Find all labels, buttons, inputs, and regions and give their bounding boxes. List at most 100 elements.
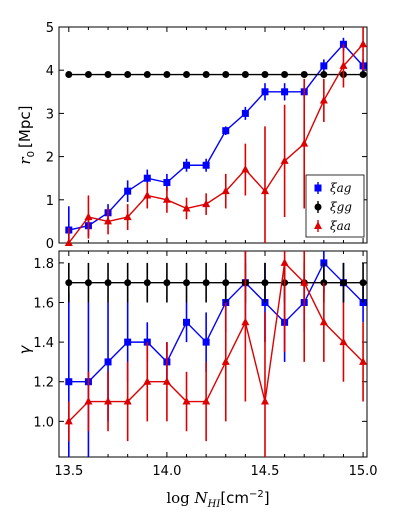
bottom-axes-frame — [58, 250, 368, 458]
legend-xi-gg-label: ξgg — [330, 200, 352, 214]
legend-xi-aa-label: ξaa — [330, 219, 351, 233]
xlabel-close: ] — [264, 489, 270, 507]
x-tick-label: 15.0 — [349, 464, 378, 479]
x-tick-label: 13.5 — [54, 464, 83, 479]
top-xi-aa-point — [359, 39, 368, 48]
bottom-xi-aa-point — [280, 258, 289, 266]
legend-xi-ag-label: ξag — [330, 181, 352, 195]
ylabel-unit: [Mpc] — [16, 106, 34, 148]
top-xi-aa-point — [182, 203, 191, 212]
top-xi-ag-point — [241, 109, 249, 117]
top-y-axis-label: r0 [Mpc] — [16, 106, 37, 165]
bottom-xi-aa-point — [123, 397, 132, 405]
x-tick-label: 14.5 — [251, 464, 280, 479]
bottom-y-tick-label: 1.4 — [33, 336, 54, 351]
bottom-xi-aa-point — [162, 377, 171, 385]
top-xi-gg-point — [261, 71, 269, 79]
bottom-xi-aa-point — [64, 416, 73, 425]
bottom-xi-aa-point — [221, 357, 230, 365]
ylabel-subscript: 0 — [26, 151, 37, 157]
top-xi-gg-point — [359, 71, 367, 79]
bottom-xi-ag-point — [183, 318, 191, 326]
top-xi-gg-point — [143, 71, 151, 79]
top-xi-aa-point — [300, 139, 309, 147]
xlabel-symbol: N — [194, 489, 209, 507]
top-xi-ag-point — [124, 187, 132, 195]
top-xi-ag-point — [320, 62, 328, 70]
bottom-xi-ag-line — [68, 261, 364, 383]
bottom-y-axis-label: γ — [16, 344, 34, 354]
bottom-xi-gg-point — [183, 279, 191, 287]
top-xi-aa-point — [104, 216, 113, 225]
top-xi-aa-line — [68, 43, 364, 244]
top-xi-gg-point — [183, 71, 191, 79]
xlabel-subscript: HI — [207, 499, 222, 510]
top-xi-ag-point — [202, 161, 210, 169]
bottom-xi-ag-point — [65, 378, 73, 386]
bottom-xi-gg-point — [65, 279, 73, 287]
bottom-xi-aa-line — [68, 261, 364, 422]
top-xi-gg-point — [320, 71, 328, 79]
top-xi-gg-point — [84, 71, 92, 79]
bottom-xi-ag-point — [202, 338, 210, 346]
bottom-y-tick-label: 1.8 — [33, 257, 54, 272]
bottom-xi-aa-point — [84, 397, 93, 405]
top-xi-gg-point — [163, 71, 171, 79]
bottom-xi-aa-point — [182, 397, 191, 405]
bottom-xi-aa-point — [339, 337, 348, 346]
top-xi-gg-point — [241, 71, 249, 79]
ylabel-symbol: r — [16, 156, 34, 164]
bottom-y-tick-label: 1.0 — [33, 415, 54, 430]
bottom-y-tick-label: 1.6 — [33, 297, 54, 312]
bottom-xi-ag-point — [104, 358, 112, 366]
top-xi-aa-point — [84, 212, 93, 221]
bottom-xi-gg-point — [339, 279, 347, 287]
top-xi-ag-point — [183, 161, 191, 169]
top-xi-aa-point — [319, 95, 328, 104]
x-axis-label: log NHI[cm−2] — [166, 489, 269, 510]
bottom-xi-ag-point — [124, 338, 132, 346]
bottom-panel-gamma: 1.0 1.2 1.4 1.6 1.8 13.5 14.0 14.5 15.0 — [33, 250, 378, 479]
top-xi-ag-point — [281, 88, 289, 96]
xlabel-unit: [cm — [220, 489, 249, 507]
bottom-xi-aa-point — [300, 278, 309, 286]
top-xi-aa-point — [221, 186, 230, 195]
top-xi-gg-point — [124, 71, 132, 79]
top-xi-ag-point — [163, 179, 171, 187]
top-y-tick-label: 3 — [46, 107, 54, 122]
top-xi-aa-point — [339, 61, 348, 69]
bottom-xi-gg-point — [222, 279, 230, 287]
xlabel-exponent: −2 — [249, 489, 264, 500]
legend-xi-ag-marker — [314, 184, 322, 192]
top-xi-ag-point — [143, 174, 151, 182]
top-axes-frame — [58, 26, 368, 244]
bottom-xi-gg-point — [104, 279, 112, 287]
bottom-xi-aa-point — [202, 397, 211, 405]
bottom-xi-aa-point — [143, 377, 152, 385]
bottom-xi-gg-point — [163, 279, 171, 287]
top-xi-aa-point — [64, 238, 73, 246]
bottom-xi-aa-point — [319, 317, 328, 326]
top-y-tick-label: 0 — [46, 237, 54, 252]
bottom-xi-gg-point — [202, 279, 210, 287]
top-y-tick-label: 1 — [46, 194, 54, 209]
bottom-xi-gg-point — [124, 279, 132, 287]
bottom-xi-gg-point — [261, 279, 269, 287]
top-xi-ag-point — [222, 127, 230, 135]
bottom-xi-gg-point — [143, 279, 151, 287]
top-xi-aa-point — [241, 165, 250, 173]
bottom-xi-aa-point — [241, 317, 250, 326]
top-xi-aa-point — [143, 190, 152, 199]
bottom-y-tick-label: 1.2 — [33, 376, 54, 391]
top-xi-gg-point — [300, 71, 308, 79]
top-xi-aa-point — [162, 195, 171, 203]
bottom-xi-gg-point — [359, 279, 367, 287]
top-y-tick-label: 2 — [46, 151, 54, 166]
xlabel-prefix: log — [166, 489, 194, 507]
bottom-xi-aa-point — [104, 397, 113, 405]
legend-xi-aa-marker — [314, 221, 322, 229]
top-xi-gg-point — [104, 71, 112, 79]
top-xi-aa-point — [260, 186, 269, 195]
top-xi-aa-point — [123, 212, 132, 221]
top-xi-gg-point — [65, 71, 73, 79]
